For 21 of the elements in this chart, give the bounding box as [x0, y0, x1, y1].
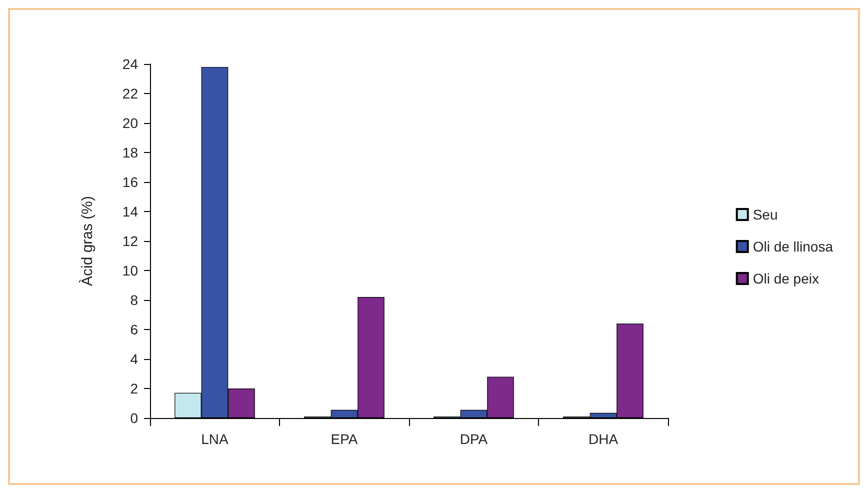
- y-tick-label: 18: [122, 144, 138, 160]
- y-tick-label: 2: [130, 380, 138, 396]
- legend-label: Oli de peix: [752, 270, 820, 286]
- y-tick-label: 4: [130, 351, 138, 367]
- x-tick-label: EPA: [330, 431, 358, 447]
- y-tick-label: 22: [122, 86, 138, 102]
- y-tick-label: 8: [130, 292, 138, 308]
- y-tick-label: 24: [122, 56, 138, 72]
- x-tick-label: LNA: [201, 431, 230, 447]
- x-tick-label: DPA: [460, 431, 488, 447]
- x-tick-label: DHA: [588, 431, 619, 447]
- y-tick-label: 10: [122, 262, 138, 278]
- legend-label: Seu: [752, 206, 778, 222]
- legend-label: Oli de llinosa: [752, 238, 834, 254]
- y-tick-label: 20: [122, 115, 138, 131]
- y-axis-title: Àcid gras (%): [78, 196, 96, 286]
- y-tick-label: 14: [122, 204, 138, 220]
- y-tick-label: 0: [130, 410, 138, 426]
- y-tick-label: 6: [130, 322, 138, 338]
- y-tick-label: 16: [122, 174, 138, 190]
- y-tick-label: 12: [122, 233, 138, 249]
